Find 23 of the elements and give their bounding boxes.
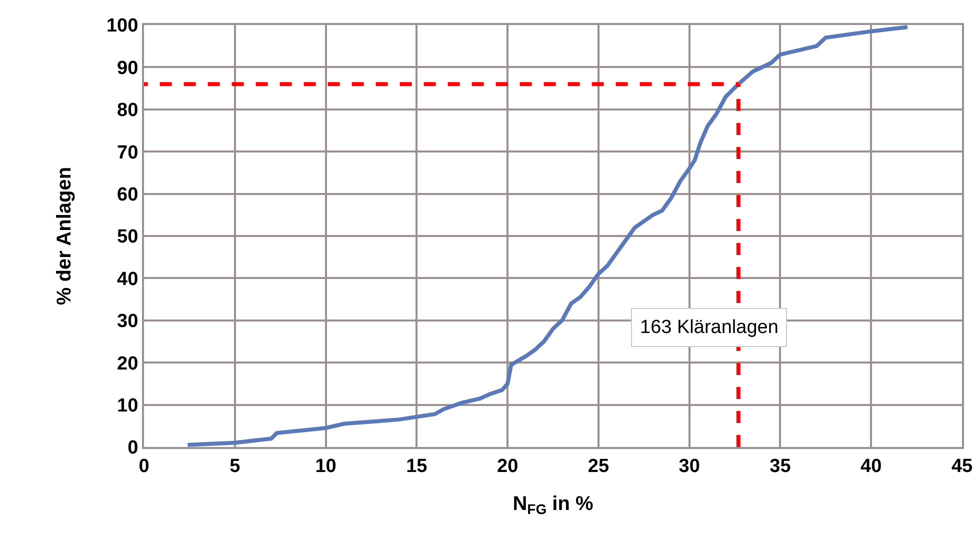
annotation: 163 Kläranlagen [640,317,778,338]
y-tick-label: 100 [106,16,138,37]
y-tick-label: 50 [117,226,138,248]
x-tick-label: 5 [230,456,241,477]
x-tick-label: 20 [496,456,518,477]
x-tick-label: 10 [315,456,336,477]
y-tick-label: 70 [117,142,138,164]
x-tick-label: 30 [678,456,700,477]
y-tick-label: 30 [117,311,138,332]
y-axis-title: % der Anlagen [53,166,76,306]
y-tick-label: 10 [117,395,138,416]
x-tick-label: 35 [770,456,792,477]
y-tick-label: 20 [117,353,138,374]
x-tick-label: 45 [951,456,973,477]
x-axis-title: N$_{FG}$ in % [512,492,594,517]
x-tick-label: 15 [406,456,428,477]
x-tick-label: 40 [860,456,882,477]
y-tick-label: 0 [128,438,138,459]
y-tick-label: 90 [117,58,138,79]
y-tick-label: 40 [117,268,138,290]
y-tick-label: 60 [117,184,138,206]
x-tick-label: 25 [588,456,610,477]
y-tick-label: 80 [117,100,138,122]
